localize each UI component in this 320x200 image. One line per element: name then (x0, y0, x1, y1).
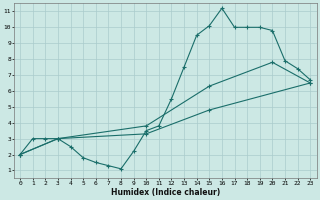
X-axis label: Humidex (Indice chaleur): Humidex (Indice chaleur) (110, 188, 220, 197)
